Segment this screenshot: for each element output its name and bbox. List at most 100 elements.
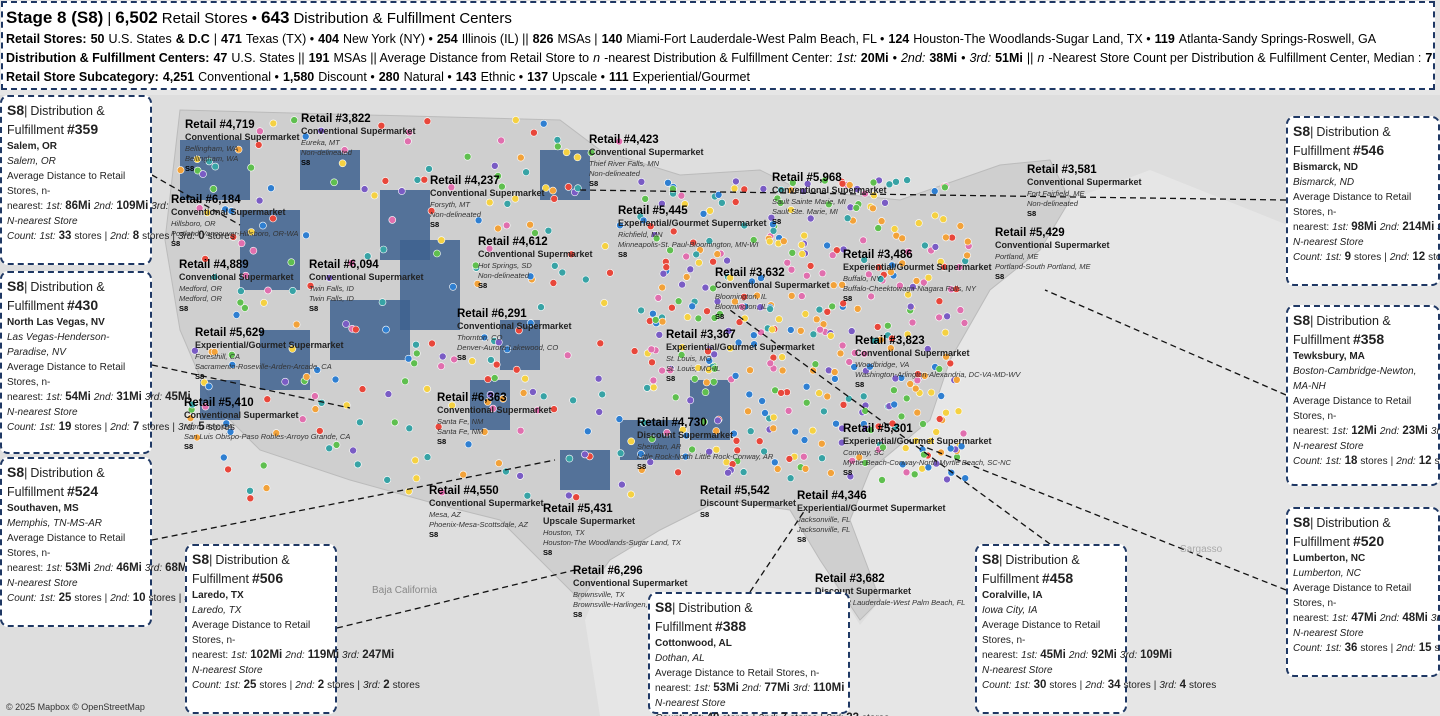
store-marker [658,366,666,375]
store-marker [846,472,855,481]
place-label: Baja California [372,585,437,596]
store-marker [188,400,197,409]
store-marker [734,338,743,347]
store-marker [932,428,941,436]
store-marker [845,181,854,189]
ordinal: 2nd: [295,680,315,691]
store-marker [787,265,796,274]
store-marker [643,384,651,392]
count-value: 36 [1344,642,1358,654]
store-marker [939,215,948,223]
store-marker [438,352,447,361]
ordinal: 2nd: [758,713,777,716]
retail-city: Morro Bay, CA [184,422,233,431]
header-text: 51Mi [995,51,1023,65]
callout-number: #358 [1352,331,1385,347]
store-marker [437,362,446,371]
callout-distances: Average Distance to Retail Stores, n-nea… [7,360,191,405]
store-marker [765,237,774,246]
store-marker [913,408,922,417]
store-marker [383,476,392,484]
stores-word: stores [207,231,235,242]
header-text: 124 [888,32,910,46]
store-marker [877,217,886,225]
callout-stage: S8 [1293,312,1311,328]
store-marker [778,366,787,375]
store-marker [712,427,721,435]
retail-type: Conventional Supermarket [457,321,572,331]
callout: S8| Distribution & Fulfillment #506 Laredo,… [185,544,420,714]
store-marker [606,268,614,277]
ordinal: 3rd: [144,563,163,574]
ordinal: 1st: [1332,222,1349,233]
distance-value: 12Mi [1351,425,1377,437]
store-marker [241,271,250,280]
header-text: Discount • [318,70,375,84]
store-marker [955,263,964,272]
connector-line [579,189,1287,201]
callout-sep: | [24,280,28,294]
store-marker [898,259,907,268]
callout-title-text: Distribution & Fulfillment [982,553,1080,586]
retail-stage: S8 [430,220,439,229]
store-marker [874,224,883,232]
distance-value: 214Mi [1402,221,1435,233]
callout-metro: Iowa City, IA [982,605,1038,616]
store-marker [850,363,859,371]
retail-name: Retail #6,291 [457,308,527,320]
store-marker [701,388,710,397]
store-marker [740,292,748,301]
retail-name: Retail #4,889 [179,259,249,271]
callout-stage: S8 [7,278,25,294]
store-marker [234,145,243,154]
store-marker [539,392,548,401]
store-marker [941,328,950,337]
header-text: 280 [378,70,400,84]
store-marker [852,204,861,212]
store-marker [703,307,711,316]
callout-sep: | [999,553,1003,567]
retail-stage: S8 [179,304,188,313]
store-marker [788,179,797,187]
store-marker [572,493,581,502]
retail-type: Conventional Supermarket [573,578,688,588]
callout-sep: | [1310,314,1314,328]
store-marker [405,128,414,137]
callout-stage: S8 [1293,123,1311,139]
store-marker [956,222,965,230]
store-marker [912,277,921,285]
store-marker [255,196,264,205]
retail-name: Retail #6,296 [573,565,643,577]
ordinal: 2nd: [285,650,305,661]
retail-city: Bloomington, IL [715,292,767,301]
distance-value: 98Mi [1351,221,1377,233]
store-marker [447,183,456,192]
callout-distances: Average Distance to Retail Stores, n-nea… [655,666,844,696]
count-value: 25 [243,679,257,691]
connector-line [336,569,576,629]
store-marker [259,221,267,230]
callout-metro: Dothan, AL [655,653,705,664]
retail-stage: S8 [637,462,646,471]
ordinal: 1st: [46,392,63,403]
callout-metro: Laredo, TX [192,605,242,616]
store-marker [745,390,754,399]
store-marker [924,273,933,282]
distance-value: 92Mi [1091,649,1117,661]
store-marker [315,427,324,435]
count-sep: | [1390,456,1394,467]
store-marker [404,137,412,146]
distance-value: 54Mi [65,391,91,403]
store-marker [730,429,738,438]
store-marker [890,400,899,409]
callout-number: #520 [1352,533,1385,549]
store-marker [683,313,692,321]
store-marker [474,216,483,225]
avg-label: Average Distance to Retail Stores, n-nea… [192,620,311,661]
